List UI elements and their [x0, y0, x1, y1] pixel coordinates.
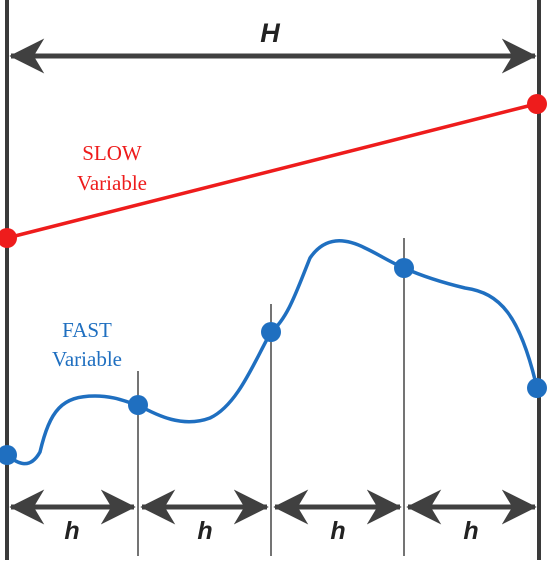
h-label-4: h [463, 517, 478, 545]
fast-label-line-2: Variable [52, 347, 122, 371]
H-label: H [260, 18, 280, 48]
fast-node-icon-4 [394, 258, 414, 278]
fast-node-icon-1 [0, 445, 17, 465]
slow-label-line-1: SLOW [82, 141, 142, 165]
fast-node-icon-5 [527, 378, 547, 398]
slow-variable-line [6, 102, 537, 240]
fast-label-line-1: FAST [62, 318, 112, 342]
h-label-3: h [330, 517, 345, 545]
slow-end-node-icon [527, 94, 547, 114]
h-label-1: h [64, 517, 79, 545]
fast-node-icon-3 [261, 322, 281, 342]
slow-label-line-2: Variable [77, 171, 147, 195]
fast-node-icon-2 [128, 395, 148, 415]
slow-start-node-icon [0, 228, 17, 248]
h-label-2: h [197, 517, 212, 545]
